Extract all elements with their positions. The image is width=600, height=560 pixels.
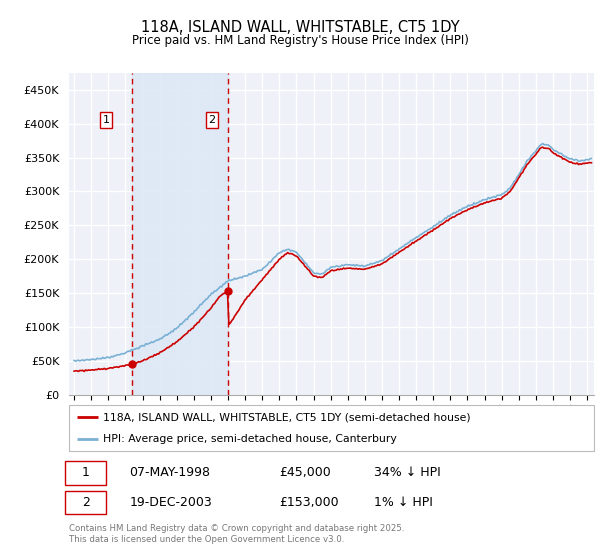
Text: 118A, ISLAND WALL, WHITSTABLE, CT5 1DY (semi-detached house): 118A, ISLAND WALL, WHITSTABLE, CT5 1DY (… [103, 412, 471, 422]
Text: Contains HM Land Registry data © Crown copyright and database right 2025.
This d: Contains HM Land Registry data © Crown c… [69, 524, 404, 544]
Bar [131, 73, 227, 395]
Text: 34% ↓ HPI: 34% ↓ HPI [373, 466, 440, 479]
Text: 2: 2 [82, 496, 90, 509]
Text: 2: 2 [209, 115, 215, 125]
FancyBboxPatch shape [65, 491, 106, 515]
Text: 07-MAY-1998: 07-MAY-1998 [130, 466, 211, 479]
Text: 118A, ISLAND WALL, WHITSTABLE, CT5 1DY: 118A, ISLAND WALL, WHITSTABLE, CT5 1DY [140, 20, 460, 35]
Text: 19-DEC-2003: 19-DEC-2003 [130, 496, 212, 509]
Text: 1% ↓ HPI: 1% ↓ HPI [373, 496, 433, 509]
Text: Price paid vs. HM Land Registry's House Price Index (HPI): Price paid vs. HM Land Registry's House … [131, 34, 469, 46]
FancyBboxPatch shape [65, 461, 106, 485]
Text: 1: 1 [103, 115, 109, 125]
Text: HPI: Average price, semi-detached house, Canterbury: HPI: Average price, semi-detached house,… [103, 435, 397, 444]
Text: £45,000: £45,000 [279, 466, 331, 479]
Text: 1: 1 [82, 466, 90, 479]
Text: £153,000: £153,000 [279, 496, 338, 509]
